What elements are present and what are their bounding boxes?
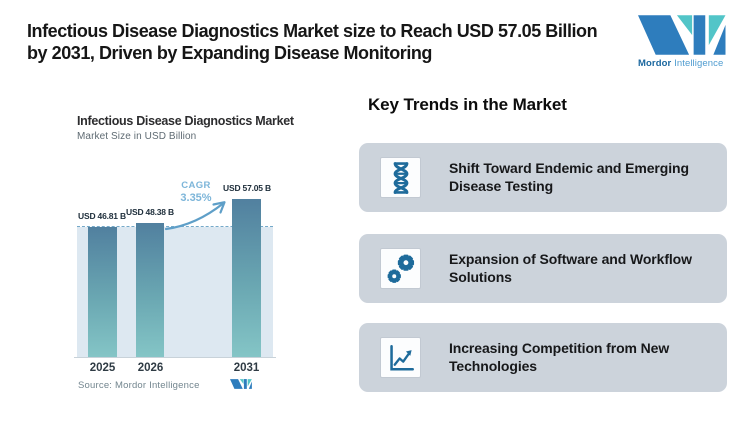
- trend-card-endemic-testing: Shift Toward Endemic and Emerging Diseas…: [359, 143, 727, 212]
- chart-subtitle: Market Size in USD Billion: [77, 131, 197, 142]
- x-tick-2031: 2031: [233, 362, 260, 374]
- trends-heading: Key Trends in the Market: [368, 95, 567, 114]
- trend-card-new-technologies: Increasing Competition from New Technolo…: [359, 323, 727, 392]
- bar-value-label: USD 57.05 B: [223, 183, 271, 193]
- mordor-logo-mark-icon: [638, 15, 726, 55]
- bar-2026: [136, 223, 164, 357]
- x-tick-2026: 2026: [137, 362, 164, 374]
- x-tick-2025: 2025: [89, 362, 116, 374]
- cagr-annotation: CAGR 3.35%: [180, 180, 212, 204]
- trend-card-software-expansion: Expansion of Software and Workflow Solut…: [359, 234, 727, 303]
- trend-icon-box: [380, 337, 421, 378]
- dna-icon: [393, 161, 408, 194]
- trend-card-text: Increasing Competition from New Technolo…: [449, 340, 670, 374]
- page-title-line1: Infectious Disease Diagnostics Market si…: [27, 21, 598, 41]
- trend-card-text: Expansion of Software and Workflow Solut…: [449, 251, 692, 285]
- bar-value-label: USD 48.38 B: [126, 207, 174, 217]
- bar-2025: [88, 227, 117, 357]
- logo-wordmark: Mordor Intelligence: [638, 58, 724, 69]
- page-title: Infectious Disease Diagnostics Market si…: [27, 21, 632, 64]
- trend-icon-box: [380, 248, 421, 289]
- page-title-line2: by 2031, Driven by Expanding Disease Mon…: [27, 42, 432, 63]
- trend-card-text: Shift Toward Endemic and Emerging Diseas…: [449, 160, 689, 194]
- mordor-intelligence-logo: Mordor Intelligence: [638, 15, 727, 69]
- gears-icon: [387, 254, 414, 283]
- bar-value-label: USD 46.81 B: [78, 211, 126, 221]
- line-chart-icon: [389, 344, 414, 371]
- mordor-logo-small-icon: [230, 379, 252, 389]
- trend-icon-box: [380, 157, 421, 198]
- chart-source: Source: Mordor Intelligence: [78, 380, 200, 391]
- chart-title: Infectious Disease Diagnostics Market: [77, 114, 294, 128]
- bar-2031: [232, 199, 261, 357]
- growth-arrow-icon: [164, 201, 226, 231]
- bar-chart: USD 46.81 B USD 48.38 B USD 57.05 B CAGR…: [77, 167, 273, 357]
- x-axis-line: [74, 357, 276, 358]
